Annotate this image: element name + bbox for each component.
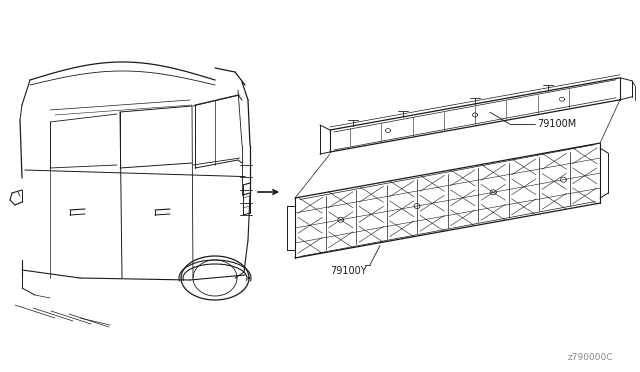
Text: z790000C: z790000C (568, 353, 614, 362)
Text: 79100M: 79100M (537, 119, 576, 129)
Text: 79100Y: 79100Y (330, 266, 367, 276)
